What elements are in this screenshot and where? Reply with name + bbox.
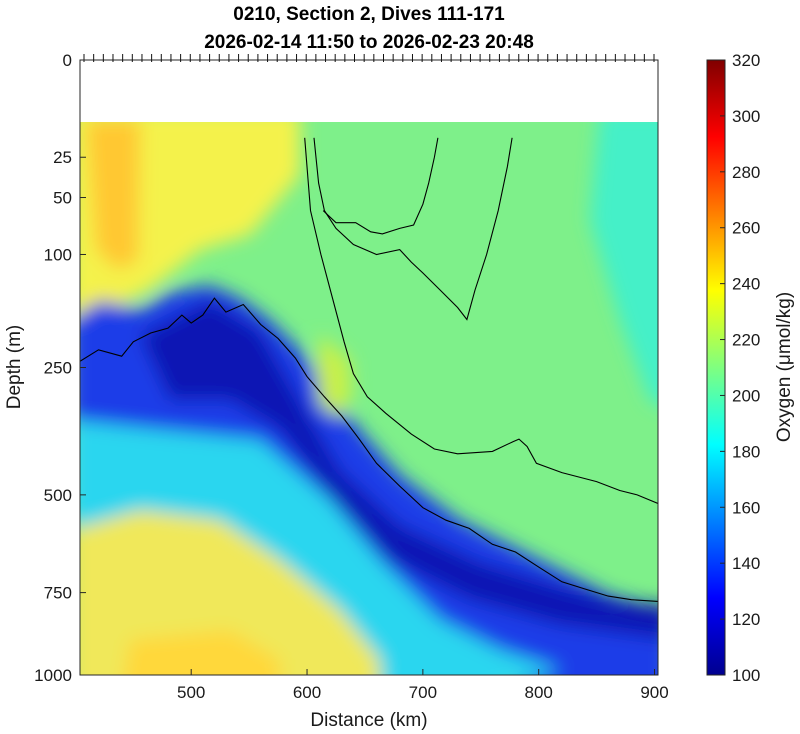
plot-area bbox=[79, 54, 659, 676]
surface-orange-streak bbox=[86, 122, 140, 270]
y-axis: 0 25 50 100 250 500 750 1000 bbox=[34, 51, 86, 685]
x-tick-label: 800 bbox=[525, 683, 553, 702]
cyan-water-mass bbox=[590, 122, 658, 404]
dive-markers bbox=[83, 54, 655, 62]
colorbar-ticks: 100 120 140 160 180 200 220 240 260 280 300 320 bbox=[720, 51, 760, 685]
y-tick-label: 750 bbox=[44, 584, 72, 603]
y-tick-label: 50 bbox=[53, 189, 72, 208]
deep-orange-patch bbox=[124, 630, 280, 675]
y-tick-label: 0 bbox=[63, 51, 72, 70]
deep-yellow-region bbox=[80, 510, 380, 675]
x-tick-label: 600 bbox=[293, 683, 321, 702]
x-tick-label: 700 bbox=[409, 683, 437, 702]
y-axis-label: Depth (m) bbox=[4, 325, 25, 409]
colorbar: 100 120 140 160 180 200 220 240 260 280 300 320 Oxy… bbox=[706, 51, 795, 685]
deep-dark-blue-core bbox=[140, 300, 658, 639]
colorbar-tick-label: 220 bbox=[732, 331, 760, 350]
colorbar-tick-label: 240 bbox=[732, 275, 760, 294]
y-tick-label: 500 bbox=[44, 486, 72, 505]
x-axis: 500 600 700 800 900 bbox=[177, 669, 669, 702]
colorbar-tick-label: 200 bbox=[732, 386, 760, 405]
contour-tongue bbox=[313, 137, 513, 321]
contour-notch bbox=[322, 137, 439, 235]
contour-lower bbox=[80, 297, 658, 602]
colorbar-tick-label: 300 bbox=[732, 107, 760, 126]
colorbar-tick-label: 280 bbox=[732, 163, 760, 182]
contour-lines bbox=[80, 137, 658, 602]
y-tick-label: 250 bbox=[44, 359, 72, 378]
y-tick-label: 100 bbox=[44, 245, 72, 264]
colorbar-tick-label: 100 bbox=[732, 666, 760, 685]
colorbar-label: Oxygen (μmol/kg) bbox=[774, 292, 795, 442]
x-axis-label: Distance (km) bbox=[310, 710, 427, 731]
chart-title-line2: 2026-02-14 11:50 to 2026-02-23 20:48 bbox=[204, 32, 534, 53]
contour-upper bbox=[304, 137, 658, 505]
colorbar-tick-label: 180 bbox=[732, 442, 760, 461]
colorbar-tick-label: 120 bbox=[732, 610, 760, 629]
x-tick-label: 900 bbox=[640, 683, 668, 702]
y-tick-label: 1000 bbox=[34, 666, 72, 685]
x-tick-label: 500 bbox=[177, 683, 205, 702]
y-tick-label: 25 bbox=[53, 148, 72, 167]
colorbar-gradient bbox=[706, 59, 726, 676]
colorbar-tick-label: 320 bbox=[732, 51, 760, 70]
colorbar-tick-label: 260 bbox=[732, 219, 760, 238]
chart-title-line1: 0210, Section 2, Dives 111-171 bbox=[233, 4, 505, 25]
colorbar-tick-label: 160 bbox=[732, 498, 760, 517]
oxygen-field bbox=[80, 122, 658, 675]
colorbar-tick-label: 140 bbox=[732, 554, 760, 573]
